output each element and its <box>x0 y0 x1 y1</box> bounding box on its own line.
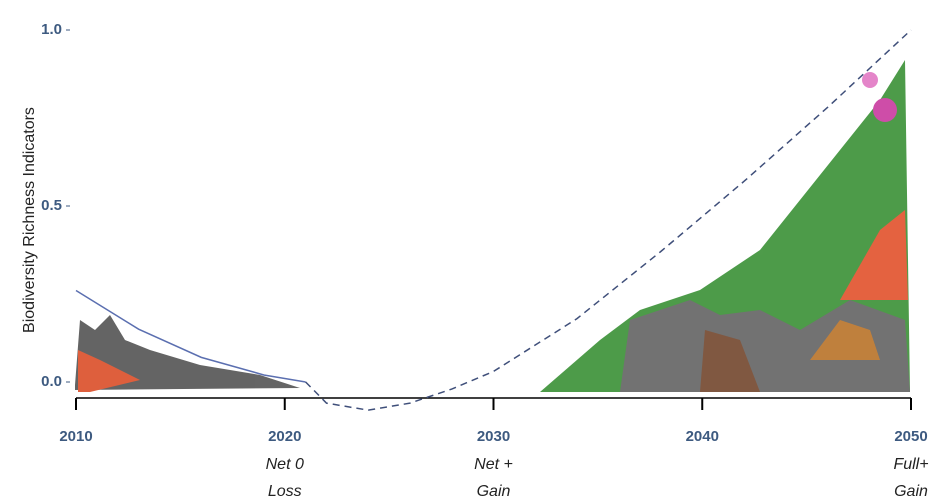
deer <box>700 330 760 392</box>
x-tick-label: 2050 <box>894 428 927 445</box>
y-tick-label: 0.5 <box>41 197 62 214</box>
decoration <box>75 60 910 392</box>
vegetation <box>540 60 910 392</box>
x-annotation: Full+ <box>893 456 928 473</box>
x-tick-label: 2030 <box>477 428 510 445</box>
x-tick-label: 2040 <box>686 428 719 445</box>
y-axis-label: Biodiversity Richness Indicators <box>21 107 38 333</box>
animal-silhouettes <box>75 315 300 390</box>
y-tick-label: 0.0 <box>41 373 62 390</box>
x-annotation: Net + <box>474 456 513 473</box>
animal-silhouettes <box>620 300 910 392</box>
x-tick-label: 2020 <box>268 428 301 445</box>
line-series <box>75 289 306 383</box>
x-tick-label: 2010 <box>59 428 92 445</box>
lion <box>810 320 880 360</box>
giraffe <box>840 210 908 300</box>
x-annotation: Loss <box>268 483 302 500</box>
x-annotation: Gain <box>894 483 928 500</box>
butterfly <box>873 98 897 122</box>
animal-silhouettes <box>78 350 140 392</box>
line-series <box>305 29 912 411</box>
x-annotation: Gain <box>477 483 511 500</box>
butterfly <box>862 72 878 88</box>
y-tick-label: 1.0 <box>41 21 62 38</box>
x-annotation: Net 0 <box>266 456 304 473</box>
